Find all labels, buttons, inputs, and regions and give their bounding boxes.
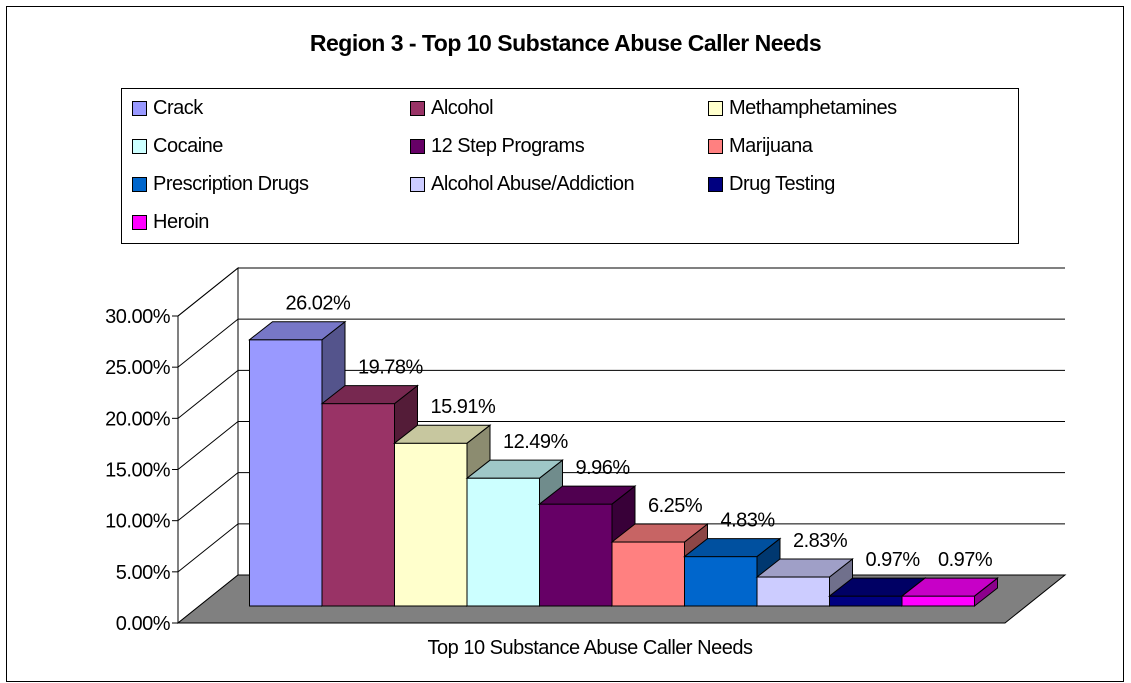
bar-front	[321, 403, 395, 607]
data-label: 4.83%	[721, 510, 776, 532]
x-axis-label: Top 10 Substance Abuse Caller Needs	[428, 637, 753, 659]
legend-item: Alcohol Abuse/Addiction	[410, 173, 635, 196]
data-label: 0.97%	[938, 549, 993, 571]
legend-swatch	[708, 177, 723, 192]
y-tick-label: 30.00%	[105, 306, 171, 328]
legend-swatch	[132, 177, 147, 192]
data-label: 9.96%	[576, 457, 631, 479]
bar-front	[611, 541, 685, 607]
bar-top	[900, 577, 999, 597]
data-label: 19.78%	[358, 357, 424, 379]
gridline-side	[177, 523, 239, 573]
legend-item: Cocaine	[132, 135, 223, 158]
legend-label: Cocaine	[153, 135, 223, 157]
legend-item: Crack	[132, 97, 203, 120]
bar-top	[248, 321, 347, 341]
legend-item: 12 Step Programs	[410, 135, 585, 158]
bar-front	[394, 442, 468, 607]
legend-swatch	[410, 101, 425, 116]
bar-top	[610, 523, 709, 543]
data-label: 0.97%	[866, 549, 921, 571]
legend-label: Alcohol Abuse/Addiction	[431, 173, 635, 195]
data-label: 26.02%	[286, 293, 352, 315]
gridline-side	[177, 267, 239, 317]
gridline-side	[177, 421, 239, 470]
bar-front	[901, 595, 975, 607]
legend: Crack Alcohol Methamphetamines Cocaine 12 St…	[121, 88, 1019, 244]
gridline-side	[177, 318, 239, 368]
legend-swatch	[410, 139, 425, 154]
legend-label: Crack	[153, 97, 203, 119]
data-label: 6.25%	[648, 495, 703, 517]
bar-front	[539, 503, 613, 607]
legend-item: Drug Testing	[708, 173, 835, 196]
legend-swatch	[132, 101, 147, 116]
gridline-side	[177, 472, 239, 522]
y-tick-label: 20.00%	[105, 408, 171, 430]
legend-swatch	[708, 101, 723, 116]
legend-item: Methamphetamines	[708, 97, 897, 120]
bar-front	[684, 556, 758, 607]
legend-item: Alcohol	[410, 97, 494, 120]
bar-front	[249, 339, 323, 607]
y-tick-label: 25.00%	[105, 357, 171, 379]
legend-label: Methamphetamines	[729, 97, 897, 119]
bar-6	[610, 523, 709, 608]
gridline-side	[177, 369, 239, 419]
legend-label: 12 Step Programs	[431, 135, 585, 157]
y-tick-label: 15.00%	[105, 460, 171, 482]
y-tick-label: 10.00%	[105, 511, 171, 533]
bar-top	[683, 538, 782, 558]
legend-label: Heroin	[153, 211, 209, 233]
bar-front	[756, 576, 830, 607]
legend-label: Prescription Drugs	[153, 173, 309, 195]
y-tick-label: 5.00%	[116, 562, 171, 584]
bar-top	[393, 424, 492, 444]
bar-10	[900, 577, 999, 608]
y-tick-label: 0.00%	[116, 613, 171, 635]
legend-swatch	[410, 177, 425, 192]
legend-item: Heroin	[132, 211, 209, 234]
bar-top	[755, 558, 854, 578]
legend-swatch	[132, 215, 147, 230]
legend-label: Drug Testing	[729, 173, 835, 195]
legend-swatch	[708, 139, 723, 154]
chart-title: Region 3 - Top 10 Substance Abuse Caller…	[309, 30, 822, 56]
legend-label: Marijuana	[729, 135, 813, 157]
legend-label: Alcohol	[431, 97, 494, 119]
bar-3	[393, 424, 492, 608]
bar-front	[466, 477, 540, 607]
bar-front	[829, 595, 903, 607]
bar-top	[538, 485, 637, 505]
legend-swatch	[132, 139, 147, 154]
data-label: 15.91%	[431, 396, 497, 418]
bar-top	[465, 459, 564, 479]
data-label: 12.49%	[503, 431, 569, 453]
data-label: 2.83%	[793, 530, 848, 552]
bar-top	[320, 385, 419, 405]
legend-item: Marijuana	[708, 135, 813, 158]
legend-item: Prescription Drugs	[132, 173, 309, 196]
